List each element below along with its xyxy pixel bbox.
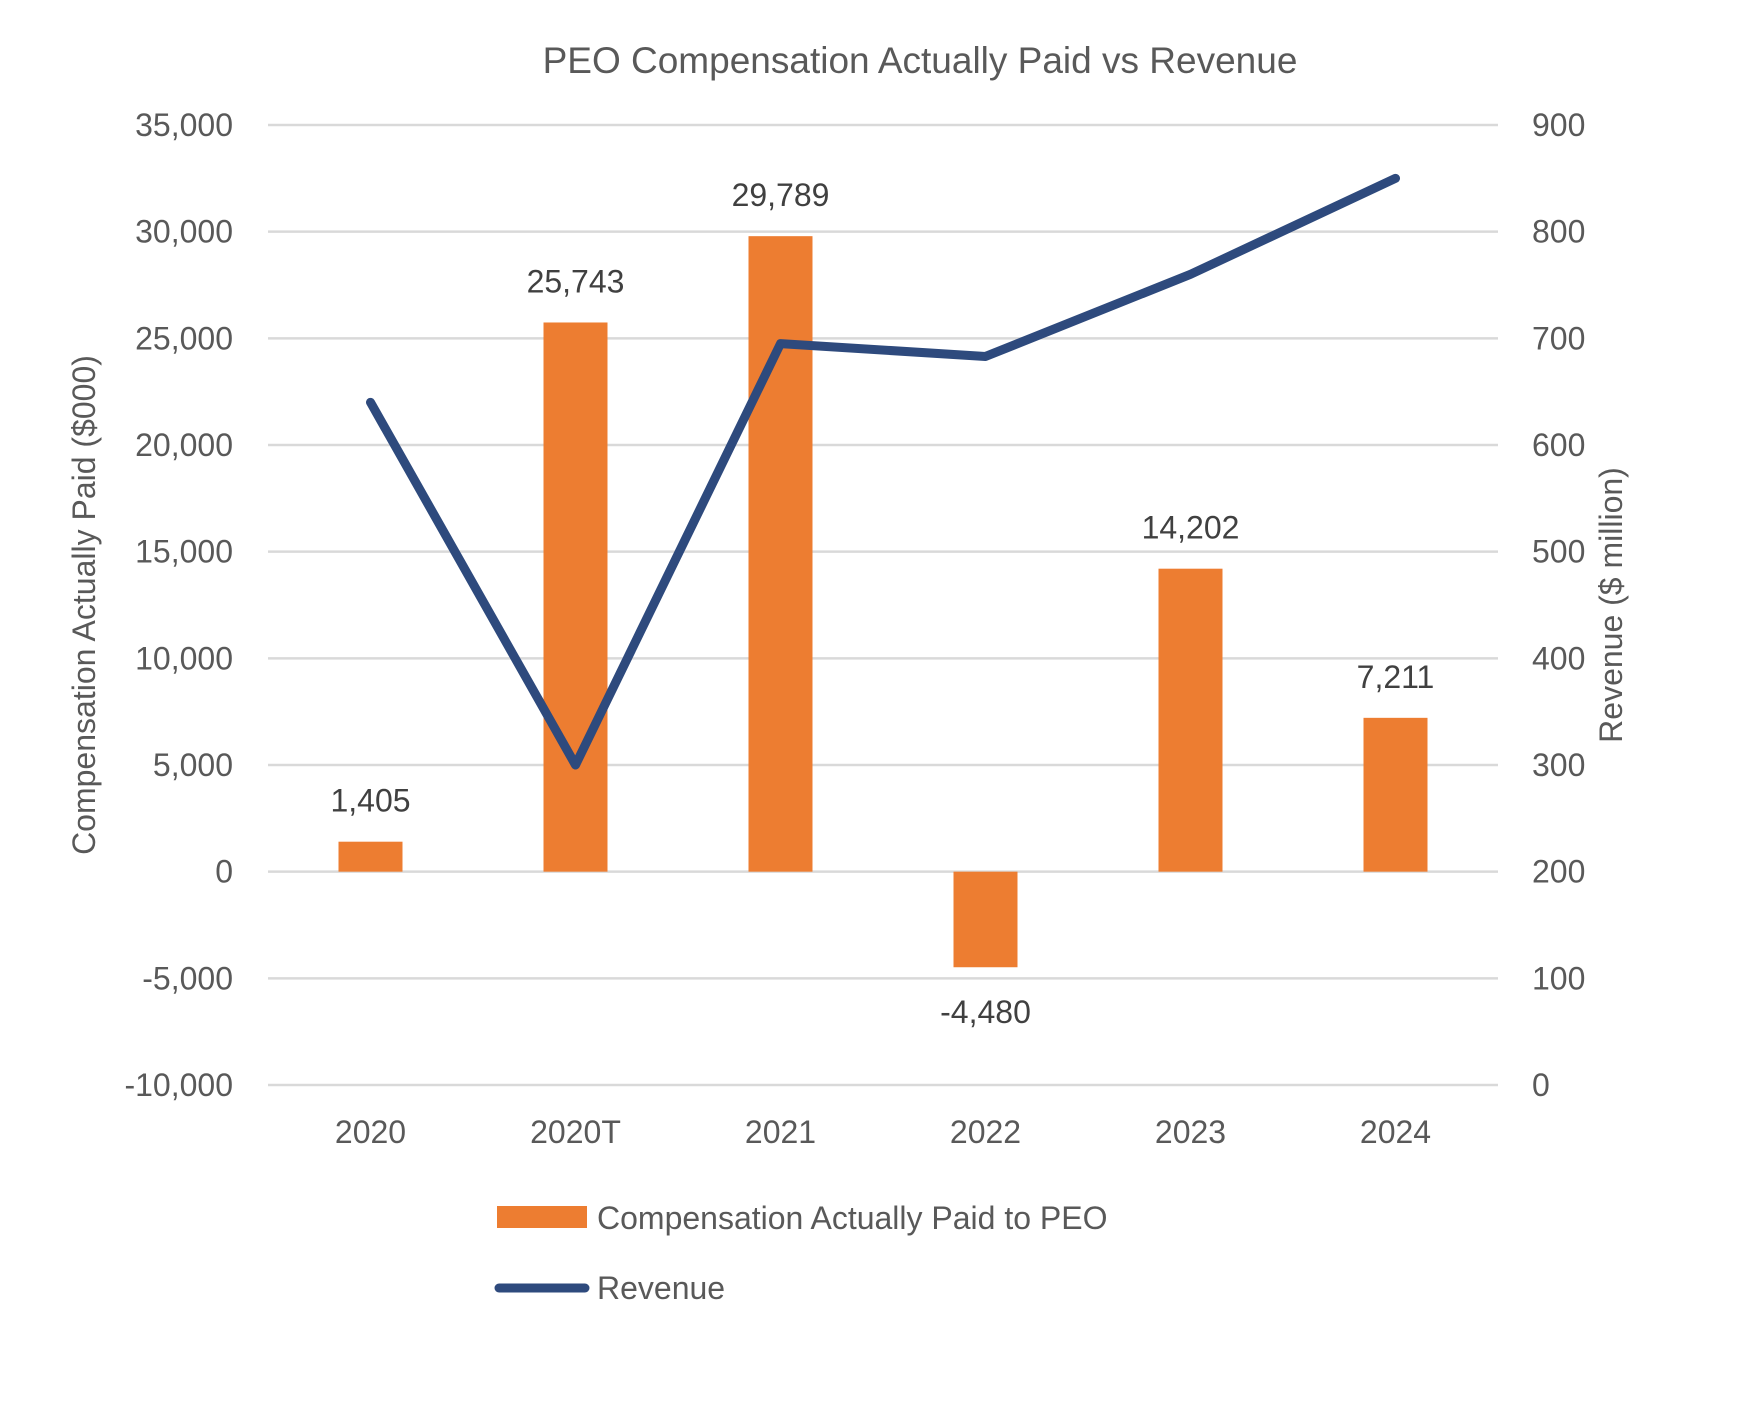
right-tick-label: 0: [1532, 1067, 1550, 1103]
chart-title: PEO Compensation Actually Paid vs Revenu…: [543, 40, 1298, 81]
bar: [543, 322, 608, 872]
left-tick-label: -10,000: [124, 1067, 233, 1103]
bar: [1158, 568, 1223, 872]
legend-label-revenue: Revenue: [597, 1270, 725, 1306]
legend-label-compensation: Compensation Actually Paid to PEO: [597, 1200, 1108, 1236]
right-tick-label: 400: [1532, 640, 1585, 676]
bar: [1363, 717, 1428, 872]
left-tick-label: 0: [215, 854, 233, 890]
data-label: -4,480: [940, 994, 1031, 1030]
bar: [748, 236, 813, 872]
bar: [338, 841, 403, 872]
gridlines: [268, 123, 1498, 1087]
left-tick-label: 30,000: [135, 214, 233, 250]
data-label: 25,743: [527, 263, 625, 299]
x-tick-label: 2022: [950, 1114, 1021, 1150]
data-label: 7,211: [1357, 659, 1435, 695]
right-tick-label: 300: [1532, 747, 1585, 783]
right-tick-label: 600: [1532, 427, 1585, 463]
right-axis-ticks: 0 100 200 300 400 500 600 700 800 900: [1532, 107, 1585, 1103]
legend-swatch-compensation: [497, 1206, 587, 1228]
data-label: 29,789: [732, 177, 830, 213]
x-tick-label: 2021: [745, 1114, 816, 1150]
revenue-line: [366, 173, 1400, 770]
left-tick-label: 20,000: [135, 427, 233, 463]
bar: [953, 871, 1018, 968]
x-tick-label: 2020: [335, 1114, 406, 1150]
x-tick-label: 2023: [1155, 1114, 1226, 1150]
right-tick-label: 800: [1532, 214, 1585, 250]
right-tick-label: 500: [1532, 534, 1585, 570]
right-tick-label: 200: [1532, 854, 1585, 890]
right-tick-label: 100: [1532, 960, 1585, 996]
x-tick-label: 2024: [1360, 1114, 1431, 1150]
left-tick-label: 5,000: [153, 747, 233, 783]
right-axis-title: Revenue ($ million): [1593, 467, 1629, 743]
left-tick-label: -5,000: [142, 960, 233, 996]
right-tick-label: 700: [1532, 320, 1585, 356]
left-tick-label: 10,000: [135, 640, 233, 676]
left-axis-ticks: -10,000 -5,000 0 5,000 10,000 15,000 20,000 25,…: [124, 107, 233, 1103]
legend: Compensation Actually Paid to PEO Revenu…: [494, 1200, 1108, 1306]
x-axis-ticks: 2020 2020T 2021 2022 2023 2024: [335, 1114, 1431, 1150]
data-label: 1,405: [330, 783, 410, 819]
left-tick-label: 25,000: [135, 320, 233, 356]
line-series: [366, 173, 1400, 770]
left-tick-label: 15,000: [135, 534, 233, 570]
left-axis-title: Compensation Actually Paid ($000): [66, 355, 102, 855]
x-tick-label: 2020T: [530, 1114, 621, 1150]
data-labels: 1,405 25,743 29,789 -4,480 14,202 7,211: [330, 177, 1434, 1030]
data-label: 14,202: [1142, 510, 1240, 546]
left-tick-label: 35,000: [135, 107, 233, 143]
right-tick-label: 900: [1532, 107, 1585, 143]
